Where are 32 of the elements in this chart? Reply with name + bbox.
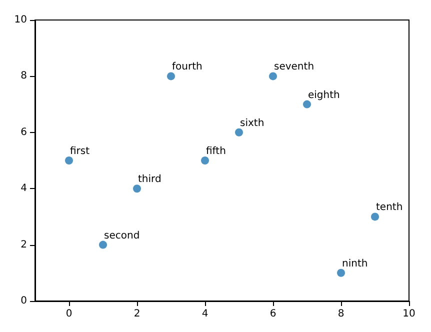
annotation: second: [104, 230, 140, 242]
y-tick-label: 2: [20, 239, 27, 250]
x-tick-label: 6: [270, 308, 276, 320]
y-tick-label: 4: [20, 183, 27, 194]
x-tick-label: 4: [202, 308, 208, 320]
annotation: ninth: [342, 258, 368, 270]
annotation: sixth: [240, 118, 264, 129]
x-tick-label: 8: [338, 308, 344, 320]
point: [167, 72, 175, 80]
point: [235, 128, 243, 136]
x-tick-label: 0: [66, 308, 72, 320]
point: [371, 212, 379, 221]
y-tick-label: 6: [20, 126, 27, 138]
annotation: seventh: [274, 62, 314, 73]
point: [99, 240, 107, 249]
point: [303, 100, 311, 108]
annotation: first: [70, 146, 90, 157]
annotation: tenth: [376, 202, 403, 214]
y-tick-label: 8: [20, 70, 27, 82]
point: [133, 184, 141, 193]
point: [65, 156, 73, 164]
y-tick-label: 0: [20, 296, 27, 306]
annotation: eighth: [308, 90, 340, 101]
point: [201, 156, 209, 164]
x-tick-label: 10: [402, 308, 416, 320]
annotation: fourth: [172, 62, 202, 73]
y-tick-label: 10: [14, 14, 27, 26]
annotation: third: [138, 174, 162, 186]
point: [337, 268, 345, 277]
point: [269, 72, 277, 80]
x-tick-label: 2: [134, 308, 140, 320]
annotation: fifth: [206, 146, 226, 157]
